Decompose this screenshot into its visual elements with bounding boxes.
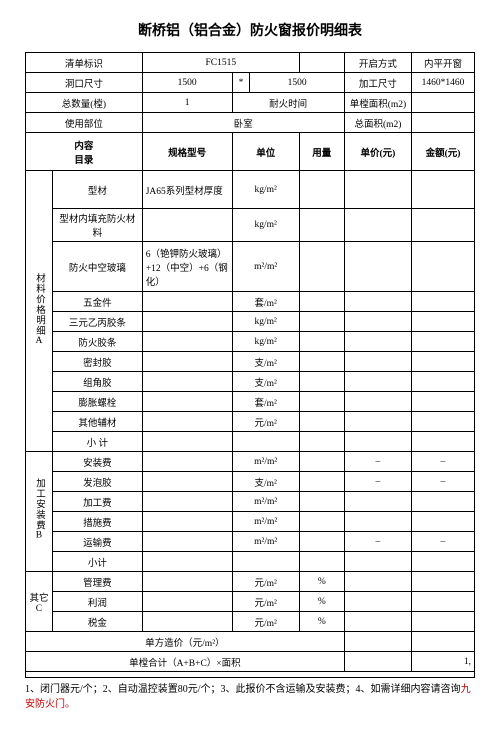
row-name: 三元乙丙胶条	[52, 312, 142, 332]
hole-size-label: 洞口尺寸	[26, 73, 143, 93]
row-unit: 元/m²	[232, 412, 299, 432]
col-content: 内容 目录	[26, 133, 143, 171]
row-unit: m²/m²	[232, 492, 299, 512]
list-id-label: 清单标识	[26, 53, 143, 73]
row-unit: m²/m²	[232, 532, 299, 552]
row-name: 加工费	[52, 492, 142, 512]
fire-time-label: 耐火时间	[232, 93, 344, 113]
row-name: 五金件	[52, 292, 142, 312]
row-unit: 元/m²	[232, 592, 299, 612]
total-qty-label: 总数量(樘)	[26, 93, 143, 113]
row-name: 措施费	[52, 512, 142, 532]
list-id-value: FC1515	[142, 53, 299, 73]
proc-size-value: 1460*1460	[412, 73, 475, 93]
row-unit: m²/m²	[232, 242, 299, 292]
row-amount: –	[412, 452, 475, 472]
row-name: 组角胶	[52, 372, 142, 392]
open-mode-label: 开启方式	[344, 53, 411, 73]
total-area-label: 总面积(m2)	[344, 113, 411, 133]
page-title: 断桥铝（铝合金）防火窗报价明细表	[25, 20, 475, 40]
row-name: 防火中空玻璃	[52, 242, 142, 292]
use-part-value: 卧室	[142, 113, 344, 133]
row-name: 利润	[52, 592, 142, 612]
row-unit: m²/m²	[232, 512, 299, 532]
subtotal-a: 小 计	[52, 432, 142, 452]
row-unit: 套/m²	[232, 392, 299, 412]
col-spec: 规格型号	[142, 133, 232, 171]
row-unit: 支/m²	[232, 472, 299, 492]
unit-price-label: 单方造价（元/m²）	[26, 632, 345, 652]
unit-area-label: 单樘面积(m2)	[344, 93, 411, 113]
use-part-label: 使用部位	[26, 113, 143, 133]
col-unit: 单位	[232, 133, 299, 171]
row-name: 密封胶	[52, 352, 142, 372]
row-name: 型材内填充防火材料	[52, 209, 142, 242]
col-qty: 用量	[299, 133, 344, 171]
row-unit: 支/m²	[232, 372, 299, 392]
section-a-label: 材料价格明细A	[26, 171, 53, 452]
quote-table: 清单标识 FC1515 开启方式 内平开窗 洞口尺寸 1500 * 1500 加…	[25, 52, 475, 678]
row-name: 管理费	[52, 572, 142, 592]
row-unit: m²/m²	[232, 452, 299, 472]
row-unit: 套/m²	[232, 292, 299, 312]
col-amount: 金额(元)	[412, 133, 475, 171]
row-name: 其他辅材	[52, 412, 142, 432]
row-name: 安装费	[52, 452, 142, 472]
section-b-label: 加工安装费B	[26, 452, 53, 572]
row-spec: 6（铯钾防火玻璃）+12（中空）+6（钢化）	[142, 242, 232, 292]
row-name: 防火胶条	[52, 332, 142, 352]
row-name: 型材	[52, 171, 142, 209]
hole-w: 1500	[142, 73, 232, 93]
row-name: 税金	[52, 612, 142, 632]
subtotal-b: 小计	[52, 552, 142, 572]
row-name: 运输费	[52, 532, 142, 552]
total-label: 单樘合计（A+B+C）×面积	[26, 652, 345, 672]
section-c-label: 其它C	[26, 572, 53, 632]
row-unit: 支/m²	[232, 352, 299, 372]
row-unit: 元/m²	[232, 612, 299, 632]
col-price: 单价(元)	[344, 133, 411, 171]
row-spec: JA65系列型材厚度	[142, 171, 232, 209]
row-unit: 元/m²	[232, 572, 299, 592]
total-value: 1,	[412, 652, 475, 672]
row-qty: %	[299, 572, 344, 592]
row-unit: kg/m²	[232, 209, 299, 242]
row-name: 膨胀螺栓	[52, 392, 142, 412]
proc-size-label: 加工尺寸	[344, 73, 411, 93]
row-unit: kg/m²	[232, 171, 299, 209]
footnote: 1、闭门器元/个；2、自动温控装置80元/个；3、此报价不含运输及安装费；4、如…	[25, 682, 475, 712]
total-qty-value: 1	[142, 93, 232, 113]
row-name: 发泡胶	[52, 472, 142, 492]
row-unit: kg/m²	[232, 332, 299, 352]
hole-sep: *	[232, 73, 250, 93]
open-mode-value: 内平开窗	[412, 53, 475, 73]
row-unit: kg/m²	[232, 312, 299, 332]
hole-h: 1500	[250, 73, 344, 93]
row-price: –	[344, 452, 411, 472]
